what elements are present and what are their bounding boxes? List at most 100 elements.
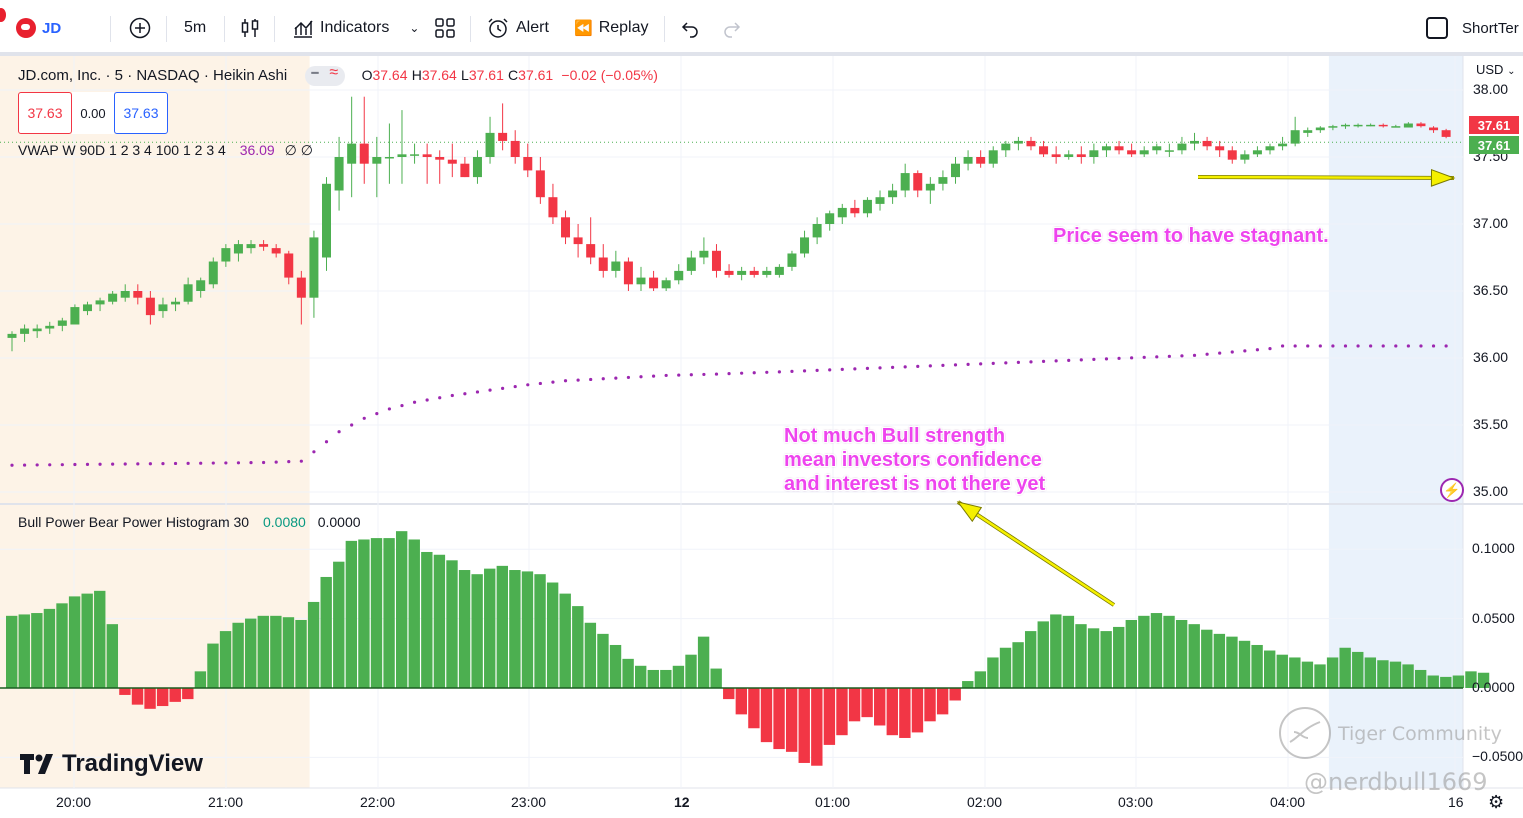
vwap-point: [916, 364, 920, 368]
vwap-point: [589, 377, 593, 382]
vwap-point: [186, 461, 190, 465]
candle-body: [623, 261, 633, 285]
vwap-point: [1306, 344, 1310, 348]
vwap-point: [1117, 356, 1121, 360]
candle-body: [1378, 124, 1388, 127]
annotation-price-stagnant[interactable]: Price seem to have stagnant.: [1053, 225, 1329, 247]
histogram-bar: [785, 688, 798, 752]
vwap-legend[interactable]: VWAP W 90D 1 2 3 4 100 1 2 3 4 36.09 ∅ ∅: [18, 142, 313, 159]
histogram-bar: [1289, 657, 1301, 688]
author-handle-watermark: @nerdbull1669: [1304, 768, 1488, 796]
lightning-icon[interactable]: ⚡: [1440, 478, 1464, 502]
candle-body: [724, 270, 734, 275]
buy-button[interactable]: 37.63: [114, 92, 168, 134]
vwap-point: [626, 375, 631, 380]
vwap-point: [1343, 344, 1348, 348]
annotation-bull-line-3[interactable]: and interest is not there yet: [784, 473, 1046, 495]
histogram-bar: [1226, 636, 1238, 688]
candle-body: [523, 157, 533, 171]
symbol-search-button[interactable]: JD: [16, 10, 61, 46]
vwap-point: [1280, 344, 1285, 348]
candle-body: [976, 157, 986, 164]
candle-body: [485, 132, 495, 157]
interval-button[interactable]: 5m: [184, 10, 206, 46]
candle: [208, 257, 218, 289]
histogram-bar: [1402, 664, 1414, 688]
candle: [435, 150, 445, 184]
histogram-bar: [156, 688, 169, 707]
vwap-point: [1230, 350, 1234, 354]
histogram-bar: [119, 688, 131, 695]
histogram-bar: [823, 688, 836, 745]
histogram-bar: [1138, 615, 1150, 688]
time-tick-label: 21:00: [208, 794, 244, 810]
histogram-bar: [748, 688, 760, 729]
annotation-bull-line-1[interactable]: Not much Bull strength: [784, 425, 1006, 447]
vwap-point: [1004, 361, 1008, 365]
candle: [598, 244, 608, 278]
candle: [246, 240, 256, 254]
candle: [1152, 143, 1162, 155]
compare-symbol-button[interactable]: [128, 10, 152, 46]
histogram-bar: [307, 601, 320, 688]
histogram-bar: [395, 531, 408, 688]
candle-body: [1076, 154, 1086, 157]
low-value: 37.61: [468, 66, 504, 83]
plus-circle-icon: [129, 17, 151, 39]
candle-body: [1001, 143, 1011, 151]
histogram-bar: [1201, 629, 1213, 688]
notification-dot: [0, 8, 6, 22]
histogram-bar: [182, 688, 194, 700]
symbol-legend[interactable]: JD.com, Inc. · 5 · NASDAQ · Heikin Ashi …: [18, 64, 658, 86]
vwap-value: 36.09: [239, 142, 275, 158]
interval-label: 5m: [184, 19, 207, 36]
currency-selector[interactable]: USD ⌄: [1476, 62, 1515, 77]
tradingview-label: TradingView: [62, 750, 203, 777]
histogram-bar: [597, 633, 609, 688]
undo-button[interactable]: [680, 10, 700, 46]
candle-body: [309, 237, 319, 298]
layout-checkbox[interactable]: [1426, 17, 1448, 39]
histogram-bar: [911, 688, 924, 733]
candle-body: [1416, 123, 1426, 127]
low-label: L: [461, 66, 469, 83]
vwap-point: [488, 388, 492, 392]
histogram-bar: [1188, 624, 1200, 688]
vwap-point: [563, 379, 568, 383]
histogram-bar: [43, 608, 56, 688]
candle-body: [837, 207, 847, 218]
candle-body: [183, 284, 193, 302]
histogram-bar: [1452, 675, 1465, 688]
chart-canvas[interactable]: [0, 56, 1523, 818]
tradingview-logo[interactable]: TradingView: [20, 749, 203, 779]
vwap-point: [903, 365, 907, 369]
candle: [1328, 124, 1338, 131]
candle-body: [535, 170, 545, 198]
layouts-button[interactable]: [434, 10, 456, 46]
candle-body: [1139, 150, 1149, 155]
candle: [1039, 140, 1049, 157]
histogram-legend[interactable]: Bull Power Bear Power Histogram 30 0.008…: [18, 514, 361, 530]
histogram-bar: [383, 538, 395, 688]
annotation-bull-line-2[interactable]: mean investors confidence: [784, 449, 1042, 471]
indicators-button[interactable]: Indicators ⌄: [292, 10, 419, 46]
candle: [774, 264, 784, 278]
candle: [1278, 136, 1288, 151]
gear-icon[interactable]: ⚙: [1488, 792, 1505, 812]
chart-type-button[interactable]: [240, 10, 260, 46]
layout-name-button[interactable]: ShortTer: [1426, 10, 1519, 46]
chart-area[interactable]: JD.com, Inc. · 5 · NASDAQ · Heikin Ashi …: [0, 56, 1523, 818]
visibility-toggle-icon[interactable]: [305, 64, 346, 86]
vwap-point: [274, 460, 278, 464]
candle-body: [447, 159, 457, 164]
candle: [1089, 143, 1099, 164]
histogram-bar: [6, 615, 18, 688]
vwap-point: [828, 368, 832, 372]
candle: [888, 183, 898, 204]
candle: [988, 146, 998, 168]
vwap-point: [1431, 344, 1436, 348]
sell-button[interactable]: 37.63: [18, 92, 72, 134]
alert-button[interactable]: Alert: [486, 10, 549, 46]
replay-button[interactable]: ⏪ Replay: [574, 10, 649, 46]
redo-button[interactable]: [722, 10, 742, 46]
